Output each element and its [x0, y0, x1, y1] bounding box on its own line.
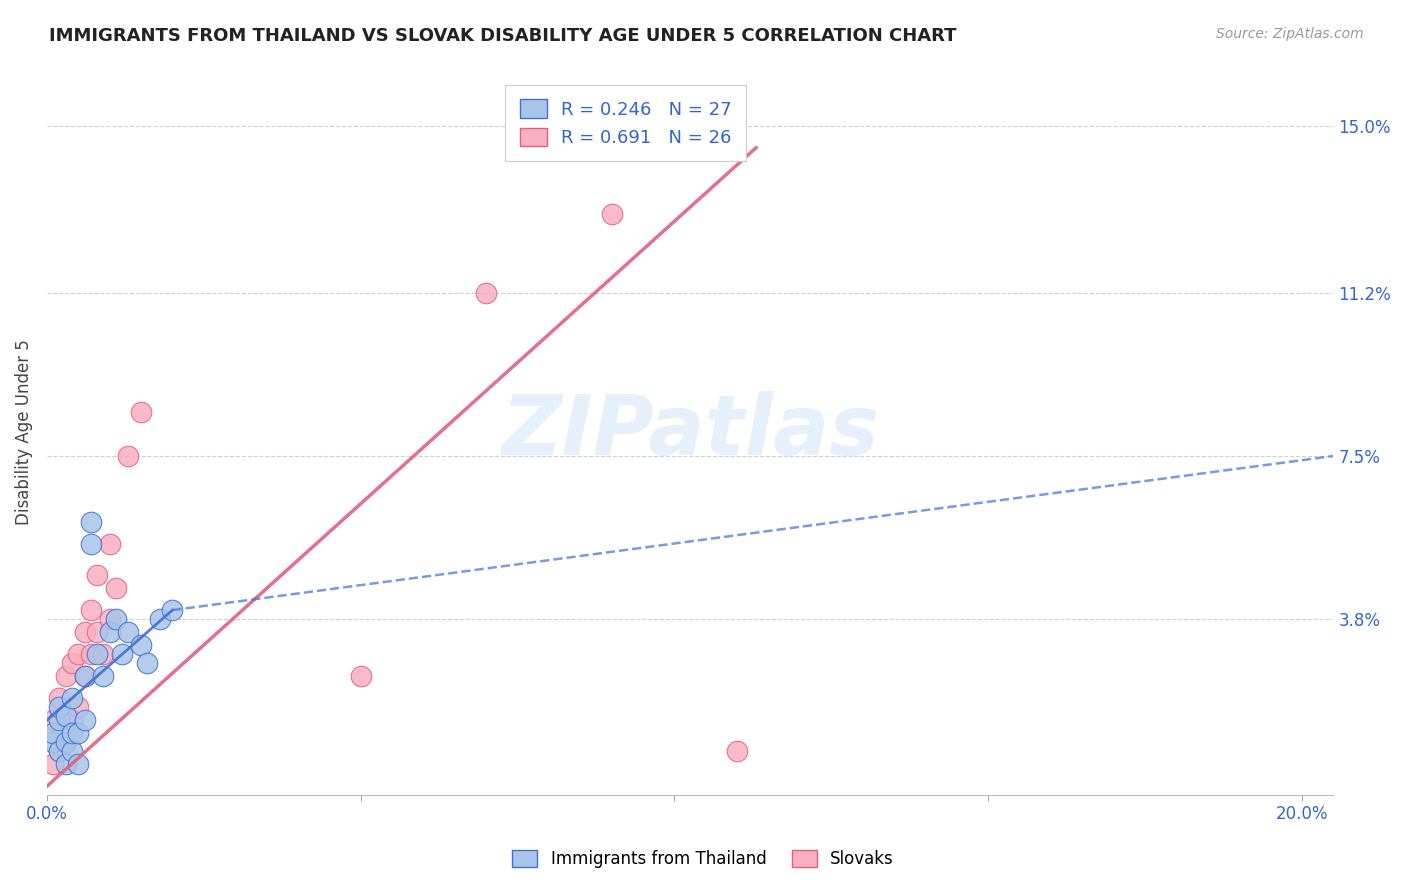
Point — [67, 700, 90, 714]
Point — [104, 612, 127, 626]
Point — [86, 647, 108, 661]
Point — [98, 612, 121, 626]
Point — [104, 581, 127, 595]
Text: Source: ZipAtlas.com: Source: ZipAtlas.com — [1216, 27, 1364, 41]
Point — [67, 647, 90, 661]
Legend: R = 0.246   N = 27, R = 0.691   N = 26: R = 0.246 N = 27, R = 0.691 N = 26 — [505, 85, 747, 161]
Point — [111, 647, 134, 661]
Point — [67, 726, 90, 740]
Y-axis label: Disability Age Under 5: Disability Age Under 5 — [15, 339, 32, 524]
Point — [117, 449, 139, 463]
Point — [129, 405, 152, 419]
Point — [60, 726, 83, 740]
Point — [42, 735, 65, 749]
Legend: Immigrants from Thailand, Slovaks: Immigrants from Thailand, Slovaks — [506, 843, 900, 875]
Point — [80, 603, 103, 617]
Point — [73, 669, 96, 683]
Point — [67, 757, 90, 772]
Point — [475, 286, 498, 301]
Point — [60, 656, 83, 670]
Point — [725, 744, 748, 758]
Point — [60, 691, 83, 706]
Point — [80, 537, 103, 551]
Point — [73, 625, 96, 640]
Point — [48, 691, 70, 706]
Point — [48, 744, 70, 758]
Point — [136, 656, 159, 670]
Text: ZIPatlas: ZIPatlas — [501, 392, 879, 472]
Point — [80, 647, 103, 661]
Point — [60, 713, 83, 727]
Text: IMMIGRANTS FROM THAILAND VS SLOVAK DISABILITY AGE UNDER 5 CORRELATION CHART: IMMIGRANTS FROM THAILAND VS SLOVAK DISAB… — [49, 27, 956, 45]
Point — [73, 713, 96, 727]
Point — [42, 713, 65, 727]
Point — [93, 647, 115, 661]
Point — [55, 735, 77, 749]
Point — [98, 537, 121, 551]
Point — [60, 744, 83, 758]
Point — [350, 669, 373, 683]
Point — [600, 207, 623, 221]
Point — [73, 669, 96, 683]
Point — [48, 713, 70, 727]
Point — [55, 669, 77, 683]
Point — [98, 625, 121, 640]
Point — [48, 744, 70, 758]
Point — [93, 669, 115, 683]
Point — [86, 568, 108, 582]
Point — [42, 726, 65, 740]
Point — [42, 757, 65, 772]
Point — [48, 700, 70, 714]
Point — [55, 735, 77, 749]
Point — [55, 757, 77, 772]
Point — [86, 625, 108, 640]
Point — [117, 625, 139, 640]
Point — [149, 612, 172, 626]
Point — [162, 603, 184, 617]
Point — [129, 638, 152, 652]
Point — [80, 515, 103, 529]
Point — [55, 708, 77, 723]
